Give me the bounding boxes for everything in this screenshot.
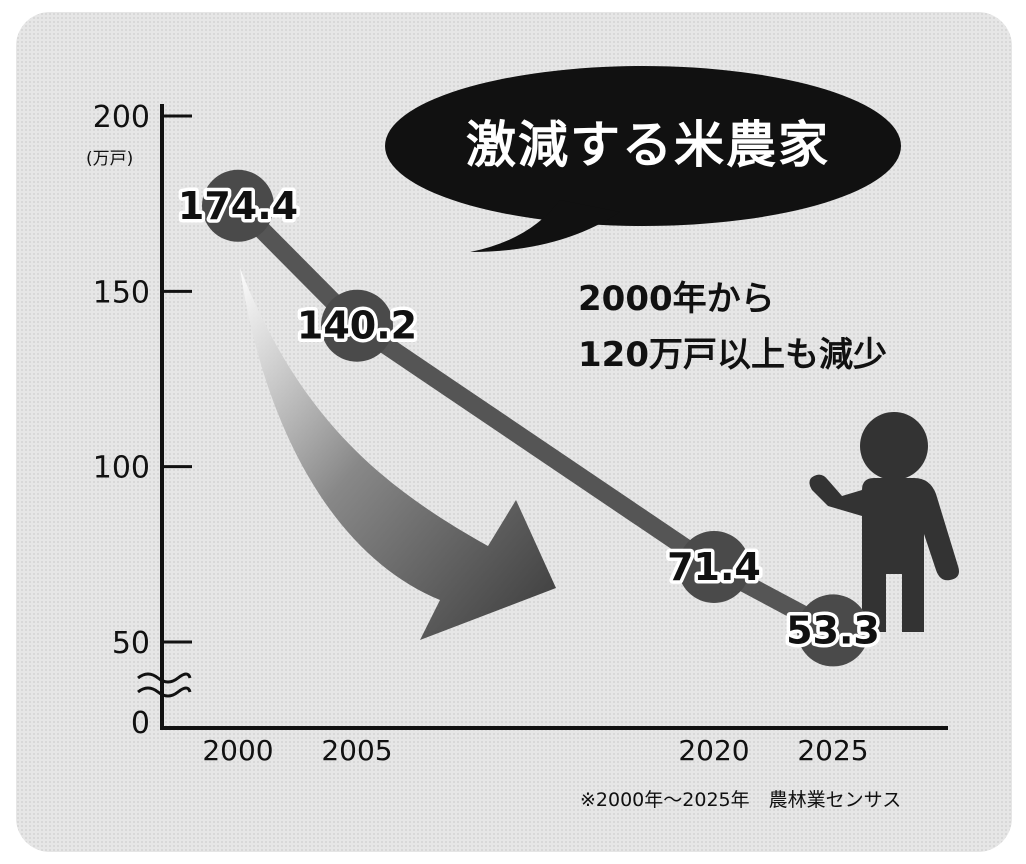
y-tick-label: 200 (93, 100, 150, 135)
series-group: 174.4 140.2 71.4 53.3 (174, 169, 883, 667)
series-line (229, 196, 842, 640)
data-label: 71.4 (667, 545, 761, 589)
y-ticks: 0 50 100 150 200 (93, 100, 192, 741)
axis-break-icon (137, 672, 192, 698)
annotation-line-2: 120万戸以上も減少 (578, 335, 887, 375)
x-tick-label: 2000 (202, 734, 273, 767)
x-tick-label: 2025 (797, 734, 868, 767)
title-bubble: 激減する米農家 (385, 66, 901, 252)
down-arrow-icon (240, 268, 556, 640)
data-label: 174.4 (178, 184, 298, 228)
y-tick-label: 50 (112, 626, 150, 661)
y-tick-label: 100 (93, 451, 150, 486)
x-tick-label: 2020 (678, 734, 749, 767)
data-point (678, 530, 750, 603)
x-tick-labels: 2000 2005 2020 2025 (202, 734, 868, 767)
data-point (321, 289, 393, 362)
x-tick-label: 2005 (321, 734, 392, 767)
data-point (202, 169, 274, 242)
y-tick-label: 150 (93, 275, 150, 310)
y-axis-unit: (万戸) (86, 149, 133, 169)
person-icon (809, 412, 959, 632)
data-label: 140.2 (297, 304, 417, 348)
y-tick-label: 0 (131, 706, 150, 741)
data-label: 53.3 (786, 608, 880, 652)
annotation-line-1: 2000年から (578, 279, 775, 319)
source-note: ※2000年～2025年 農林業センサス (580, 789, 901, 811)
data-point (797, 594, 869, 667)
chart-title: 激減する米農家 (466, 116, 830, 174)
